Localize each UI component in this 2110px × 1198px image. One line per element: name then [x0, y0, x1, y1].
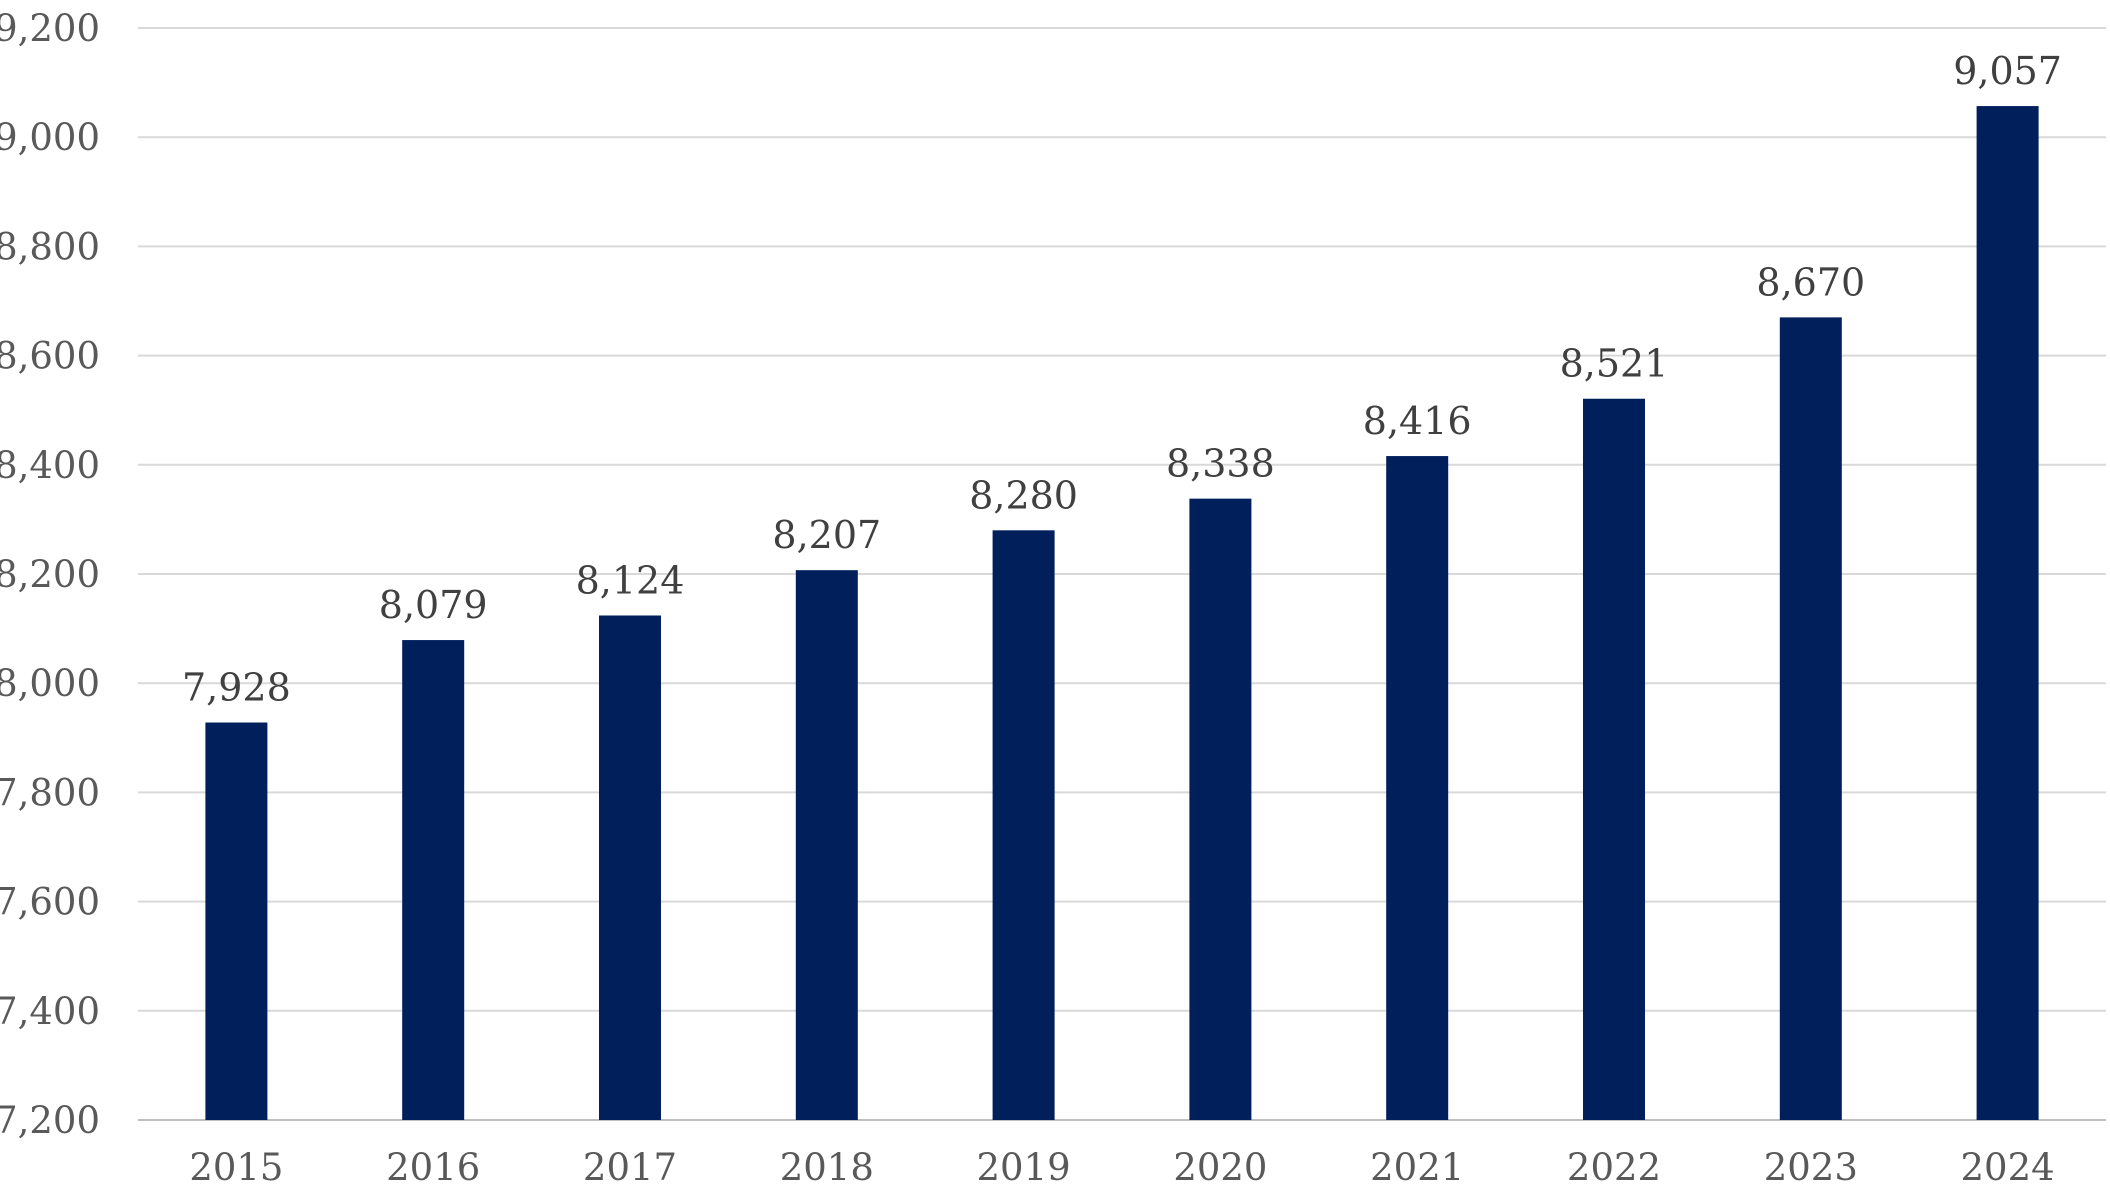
y-tick-label: 7,600 [0, 881, 100, 924]
y-tick-label: 7,200 [0, 1099, 100, 1142]
data-label: 8,521 [1560, 342, 1669, 386]
data-label: 9,057 [1953, 49, 2062, 93]
bar [1583, 398, 1645, 1120]
data-label: 8,124 [576, 558, 685, 602]
bar [1779, 317, 1842, 1120]
y-axis: 7,200 7,400 7,600 7,800 8,000 8,200 8,400 8,600… [0, 7, 100, 1142]
y-tick-label: 8,800 [0, 225, 100, 268]
y-tick-label: 8,400 [0, 444, 100, 487]
y-tick-label: 7,400 [0, 990, 100, 1033]
y-tick-label: 8,600 [0, 335, 100, 378]
y-tick-label: 9,000 [0, 116, 100, 159]
x-tick-label: 2020 [1173, 1146, 1267, 1189]
x-tick-label: 2016 [386, 1146, 480, 1189]
bars [205, 106, 2039, 1121]
bar [205, 722, 268, 1120]
bar [1976, 106, 2039, 1120]
data-label: 8,670 [1756, 260, 1865, 304]
x-tick-label: 2022 [1567, 1146, 1661, 1189]
bar [599, 615, 661, 1120]
y-tick-label: 8,200 [0, 553, 100, 596]
data-label: 8,079 [379, 583, 488, 627]
data-label: 8,207 [772, 513, 881, 557]
bar [1386, 456, 1449, 1121]
x-tick-label: 2021 [1370, 1146, 1464, 1189]
data-label: 7,928 [182, 666, 291, 710]
x-tick-label: 2024 [1961, 1146, 2055, 1189]
x-tick-label: 2023 [1764, 1146, 1858, 1189]
x-tick-label: 2019 [977, 1146, 1071, 1189]
data-label: 8,338 [1166, 442, 1275, 486]
bar [992, 530, 1055, 1120]
x-tick-label: 2015 [189, 1146, 283, 1189]
data-labels: 7,928 8,079 8,124 8,207 8,280 8,338 8,416 8,521… [182, 49, 2062, 709]
x-axis: 2015 2016 2017 2018 2019 2020 2021 2022 2023 2024 [189, 1146, 2054, 1189]
data-label: 8,416 [1363, 399, 1472, 443]
y-tick-label: 8,000 [0, 662, 100, 705]
bar [795, 570, 858, 1120]
bar [1189, 498, 1252, 1121]
x-tick-label: 2017 [583, 1146, 677, 1189]
x-tick-label: 2018 [780, 1146, 874, 1189]
y-tick-label: 9,200 [0, 7, 100, 50]
y-tick-label: 7,800 [0, 771, 100, 814]
data-label: 8,280 [969, 473, 1078, 517]
bar [402, 640, 465, 1120]
gridlines [138, 27, 2106, 1121]
